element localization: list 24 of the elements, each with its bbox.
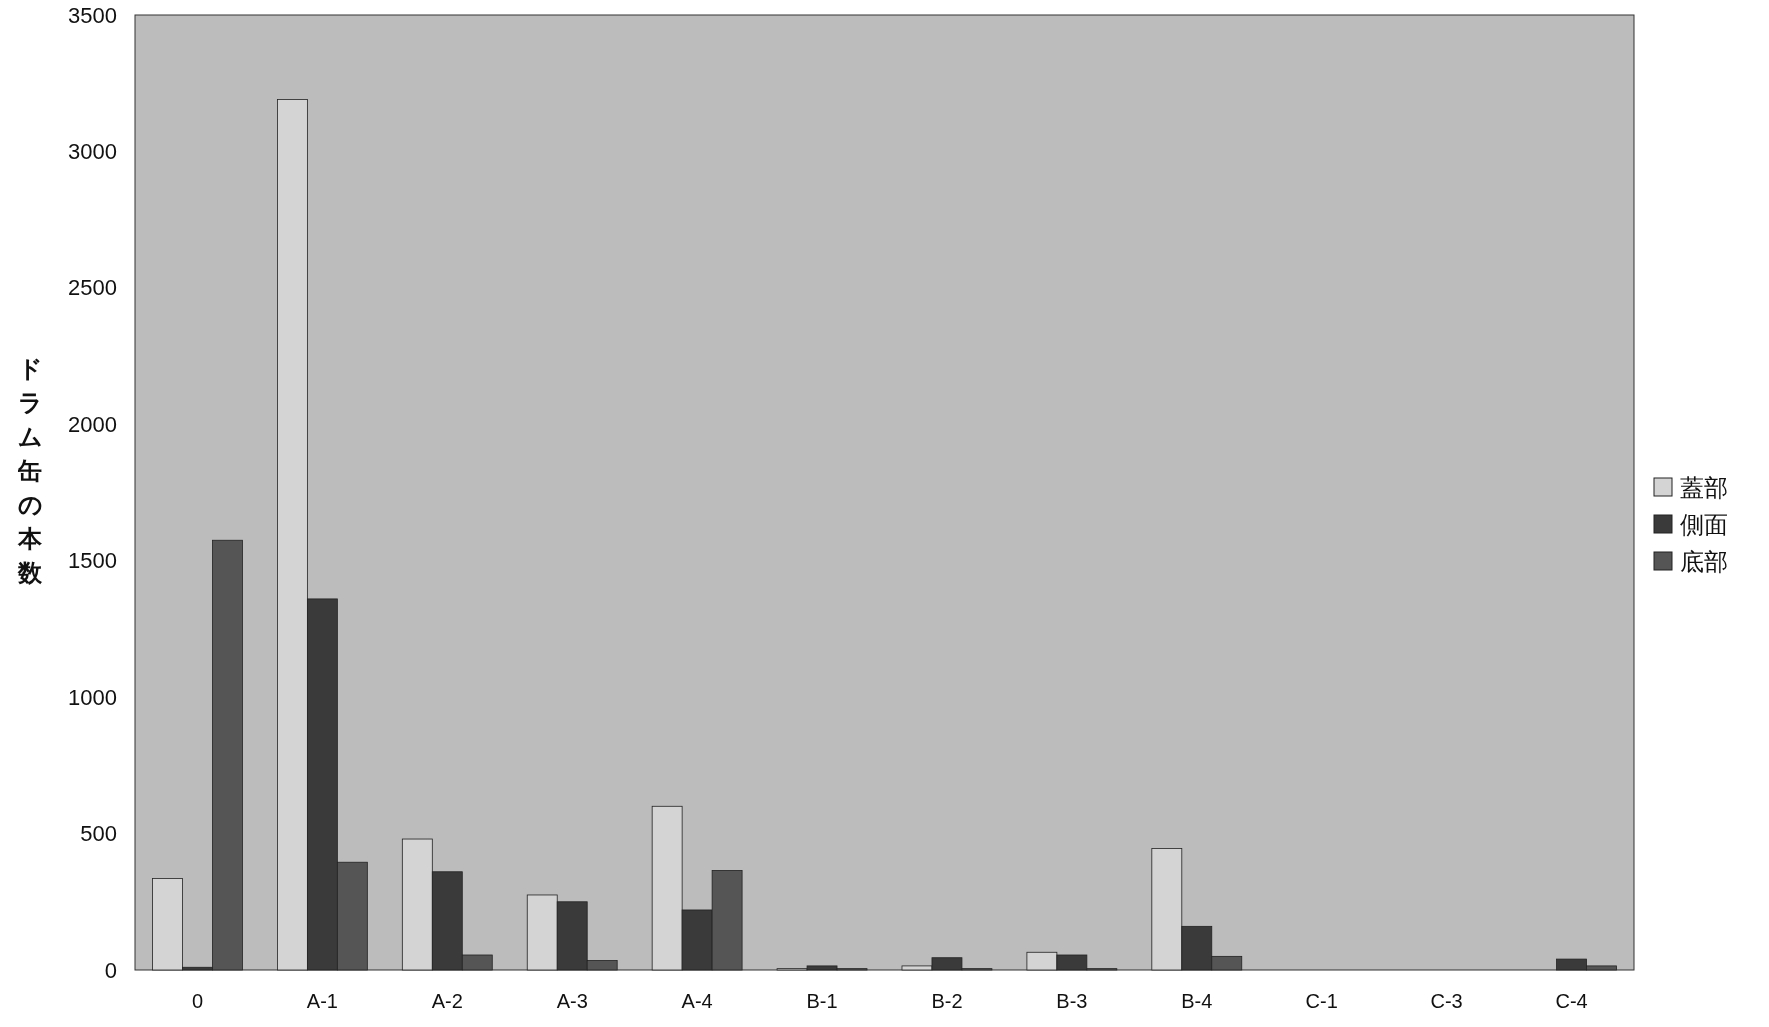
x-tick-label: B-2: [931, 990, 963, 1013]
y-tick-label: 3000: [68, 138, 117, 164]
x-tick-label: C-4: [1555, 990, 1588, 1013]
y-tick-label: 500: [80, 821, 117, 847]
y-tick-label: 1000: [68, 684, 117, 710]
y-tick-label: 2000: [68, 411, 117, 437]
x-tick-label: B-4: [1181, 990, 1213, 1013]
y-tick-label: 1500: [68, 548, 117, 574]
x-tick-label: A-3: [556, 990, 588, 1013]
legend-label: 底部: [1680, 548, 1728, 577]
legend-label: 蓋部: [1680, 474, 1728, 503]
legend-label: 側面: [1680, 511, 1728, 540]
x-tick-label: B-3: [1056, 990, 1088, 1013]
y-tick-label: 2500: [68, 275, 117, 301]
x-tick-label: C-1: [1305, 990, 1338, 1013]
x-tick-label: A-4: [681, 990, 713, 1013]
x-tick-label: A-1: [306, 990, 338, 1013]
x-tick-label: B-1: [806, 990, 838, 1013]
y-tick-label: 0: [104, 957, 117, 983]
y-axis-title: ドラム缶の本数: [17, 354, 43, 587]
x-tick-label: A-2: [431, 990, 463, 1013]
y-tick-label: 3500: [68, 2, 117, 28]
x-tick-label: 0: [191, 990, 204, 1013]
x-tick-label: C-3: [1430, 990, 1463, 1013]
